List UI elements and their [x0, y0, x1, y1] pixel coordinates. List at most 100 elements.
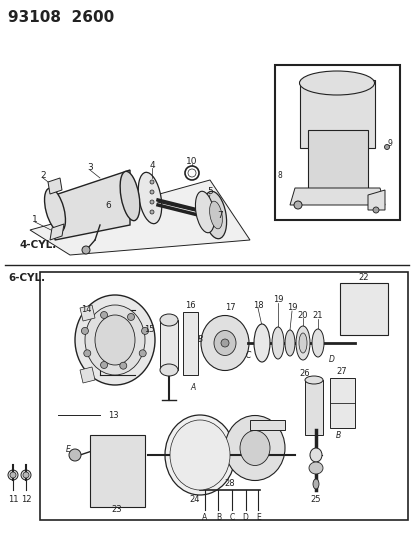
Text: 13: 13	[108, 410, 119, 419]
Ellipse shape	[293, 201, 301, 209]
Text: 3: 3	[87, 163, 93, 172]
Polygon shape	[249, 420, 284, 430]
Ellipse shape	[81, 327, 88, 334]
Text: C: C	[245, 351, 250, 359]
Ellipse shape	[221, 339, 228, 347]
Polygon shape	[48, 178, 62, 194]
Ellipse shape	[304, 376, 322, 384]
Ellipse shape	[299, 71, 374, 95]
Ellipse shape	[312, 479, 318, 489]
Text: 10: 10	[186, 157, 197, 166]
Text: 19: 19	[286, 303, 297, 312]
Text: 25: 25	[310, 495, 320, 504]
Ellipse shape	[188, 169, 195, 177]
Ellipse shape	[100, 361, 107, 368]
Ellipse shape	[120, 171, 140, 221]
Polygon shape	[80, 367, 95, 383]
Polygon shape	[307, 130, 367, 195]
Polygon shape	[55, 170, 130, 240]
Ellipse shape	[384, 144, 389, 149]
Ellipse shape	[372, 207, 378, 213]
Ellipse shape	[119, 362, 126, 369]
Ellipse shape	[139, 350, 146, 357]
Text: 28: 28	[224, 480, 235, 489]
Text: 24: 24	[189, 496, 200, 505]
Text: 4-CYL.: 4-CYL.	[20, 240, 57, 250]
Text: 8: 8	[277, 171, 282, 180]
Text: D: D	[242, 513, 248, 521]
Ellipse shape	[159, 364, 178, 376]
Text: 23: 23	[112, 505, 122, 514]
Text: 17: 17	[224, 303, 235, 312]
Text: D: D	[328, 356, 334, 365]
Ellipse shape	[21, 470, 31, 480]
Text: 4: 4	[149, 160, 154, 169]
Ellipse shape	[195, 191, 214, 233]
Text: 14: 14	[81, 305, 92, 314]
Text: 2: 2	[40, 171, 46, 180]
Text: 6-CYL.: 6-CYL.	[8, 273, 45, 283]
Text: 19: 19	[272, 295, 282, 304]
Ellipse shape	[10, 472, 16, 478]
Text: 15: 15	[144, 326, 154, 335]
Ellipse shape	[85, 305, 145, 375]
Bar	[329, 378, 354, 428]
Bar	[339, 283, 387, 335]
Text: 16: 16	[184, 301, 195, 310]
Ellipse shape	[165, 415, 235, 495]
Ellipse shape	[240, 431, 269, 465]
Text: B: B	[197, 335, 202, 344]
Ellipse shape	[150, 180, 154, 184]
Ellipse shape	[141, 327, 148, 334]
Ellipse shape	[23, 472, 29, 478]
Ellipse shape	[159, 314, 178, 326]
Ellipse shape	[8, 470, 18, 480]
Ellipse shape	[69, 449, 81, 461]
Ellipse shape	[254, 324, 269, 362]
Text: 5: 5	[206, 188, 212, 197]
Polygon shape	[299, 80, 374, 148]
Ellipse shape	[100, 311, 107, 319]
Polygon shape	[50, 224, 64, 240]
Text: E: E	[256, 513, 261, 521]
Text: 6: 6	[105, 201, 111, 211]
Text: 93108  2600: 93108 2600	[8, 11, 114, 26]
Text: 11: 11	[8, 496, 18, 505]
Ellipse shape	[185, 166, 199, 180]
Polygon shape	[30, 180, 249, 255]
Bar	[40, 272, 407, 520]
Ellipse shape	[209, 201, 222, 229]
Bar	[274, 65, 399, 220]
Text: 9: 9	[387, 139, 392, 148]
Ellipse shape	[311, 329, 323, 357]
Ellipse shape	[203, 191, 226, 239]
Ellipse shape	[95, 315, 135, 365]
Text: 26: 26	[299, 368, 310, 377]
Ellipse shape	[150, 210, 154, 214]
Text: A: A	[190, 384, 195, 392]
Ellipse shape	[271, 327, 283, 359]
Polygon shape	[183, 312, 197, 375]
Ellipse shape	[170, 420, 230, 490]
Text: A: A	[202, 513, 207, 521]
Text: B: B	[216, 513, 221, 521]
Ellipse shape	[150, 200, 154, 204]
Text: C: C	[229, 513, 234, 521]
Ellipse shape	[138, 172, 161, 224]
Text: 27: 27	[336, 367, 347, 376]
Ellipse shape	[295, 326, 309, 360]
Ellipse shape	[284, 330, 294, 356]
Ellipse shape	[75, 295, 154, 385]
Text: 20: 20	[297, 311, 308, 319]
Text: 1: 1	[32, 215, 38, 224]
Text: 12: 12	[21, 496, 31, 505]
Ellipse shape	[127, 313, 134, 320]
Polygon shape	[159, 320, 178, 370]
Ellipse shape	[45, 188, 65, 232]
Text: 18: 18	[252, 301, 263, 310]
Polygon shape	[367, 190, 384, 210]
Text: E: E	[65, 446, 70, 455]
Text: 7: 7	[216, 211, 222, 220]
Polygon shape	[80, 305, 95, 321]
Ellipse shape	[224, 416, 284, 481]
